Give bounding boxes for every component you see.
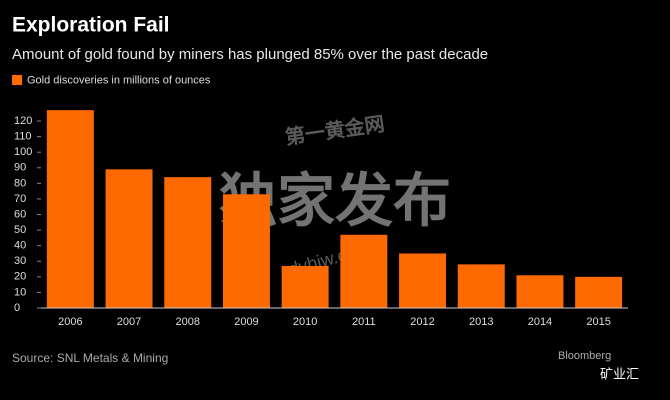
x-tick-label: 2013 xyxy=(469,316,493,328)
bar xyxy=(575,276,623,308)
x-tick-label: 2008 xyxy=(176,316,200,328)
x-tick-label: 2014 xyxy=(528,316,552,328)
chart-subtitle: Amount of gold found by miners has plung… xyxy=(12,46,488,63)
legend-swatch xyxy=(12,75,22,85)
bar xyxy=(46,110,94,308)
brand: Bloomberg xyxy=(558,350,611,362)
x-tick-label: 2009 xyxy=(234,316,258,328)
y-tick-label: 0 xyxy=(14,302,20,314)
bar xyxy=(281,265,329,308)
y-tick-label: 110 xyxy=(14,131,32,143)
bar xyxy=(516,275,564,308)
y-tick-label: 90 xyxy=(14,162,26,174)
bar xyxy=(457,264,505,308)
chart-title: Exploration Fail xyxy=(12,14,170,37)
y-tick-label: 80 xyxy=(14,177,26,189)
x-tick-label: 2011 xyxy=(352,316,376,328)
y-tick-label: 100 xyxy=(14,146,32,158)
source: Source: SNL Metals & Mining xyxy=(12,351,168,365)
x-tick-label: 2010 xyxy=(293,316,317,328)
bar xyxy=(164,177,212,308)
x-tick-label: 2007 xyxy=(117,316,141,328)
y-tick-label: 40 xyxy=(14,240,26,252)
legend-label: Gold discoveries in millions of ounces xyxy=(27,74,211,86)
bar xyxy=(222,194,270,308)
y-tick-label: 10 xyxy=(14,286,26,298)
bar xyxy=(105,169,153,308)
y-tick-label: 60 xyxy=(14,208,26,220)
x-tick-label: 2015 xyxy=(586,316,610,328)
y-tick-label: 20 xyxy=(14,271,26,283)
bar xyxy=(340,234,388,308)
y-tick-label: 30 xyxy=(14,255,26,267)
y-tick-label: 120 xyxy=(14,115,32,127)
watermark: 第一黄金网 xyxy=(284,111,386,149)
watermark: 矿业汇 xyxy=(600,366,639,381)
bar xyxy=(399,253,447,308)
y-tick-label: 70 xyxy=(14,193,26,205)
y-tick-label: 50 xyxy=(14,224,26,236)
x-tick-label: 2006 xyxy=(58,316,82,328)
x-tick-label: 2012 xyxy=(410,316,434,328)
